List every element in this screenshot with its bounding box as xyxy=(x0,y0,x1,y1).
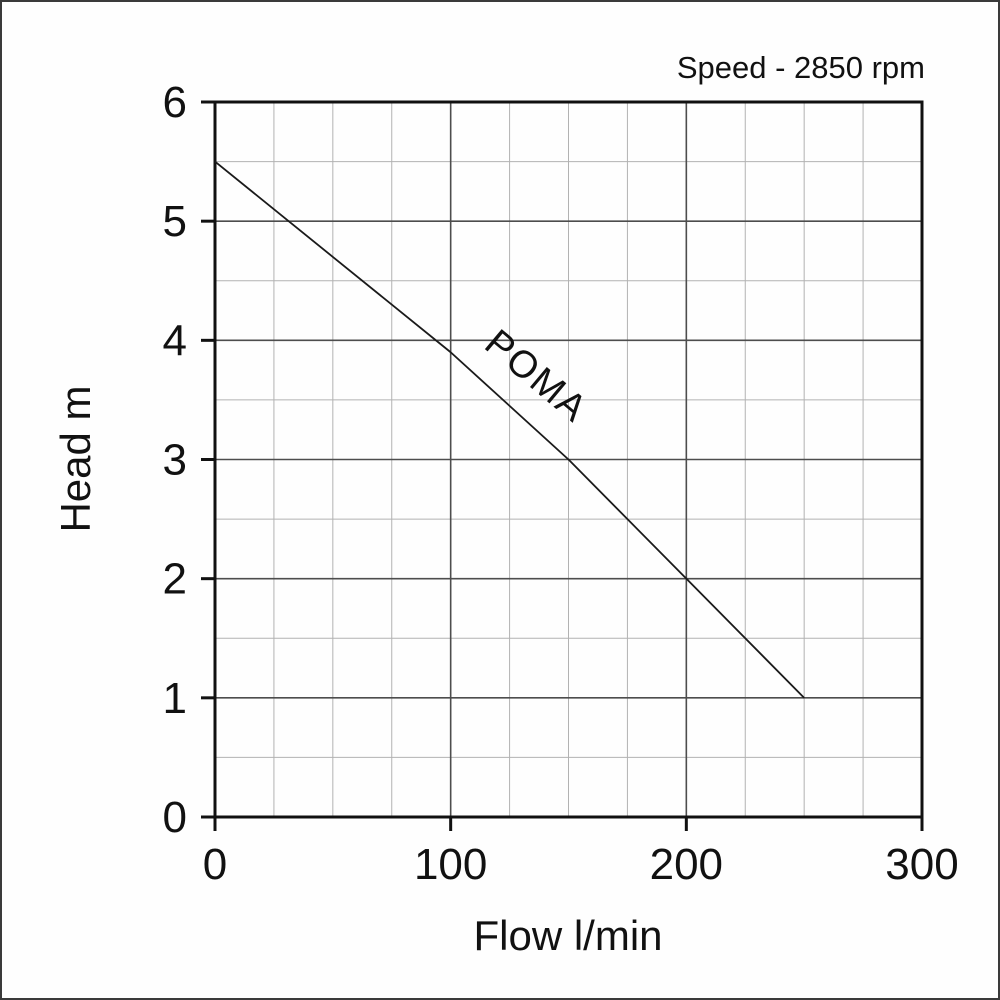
y-axis-label: Head m xyxy=(52,385,99,532)
x-axis-label: Flow l/min xyxy=(473,912,662,959)
y-tick-label: 5 xyxy=(163,197,187,246)
y-tick-label: 0 xyxy=(163,793,187,842)
y-tick-label: 3 xyxy=(163,436,187,485)
x-tick-label: 0 xyxy=(203,840,227,889)
pump-curve-line xyxy=(214,160,805,699)
y-tick-label: 6 xyxy=(163,78,187,127)
y-tick-label: 2 xyxy=(163,555,187,604)
speed-annotation: Speed - 2850 rpm xyxy=(677,50,925,85)
series-label-poma: POMA xyxy=(477,322,596,431)
x-tick-label: 200 xyxy=(650,840,723,889)
x-tick-label: 300 xyxy=(885,840,958,889)
x-tick-label: 100 xyxy=(414,840,487,889)
y-tick-label: 4 xyxy=(163,316,187,365)
y-tick-label: 1 xyxy=(163,674,187,723)
